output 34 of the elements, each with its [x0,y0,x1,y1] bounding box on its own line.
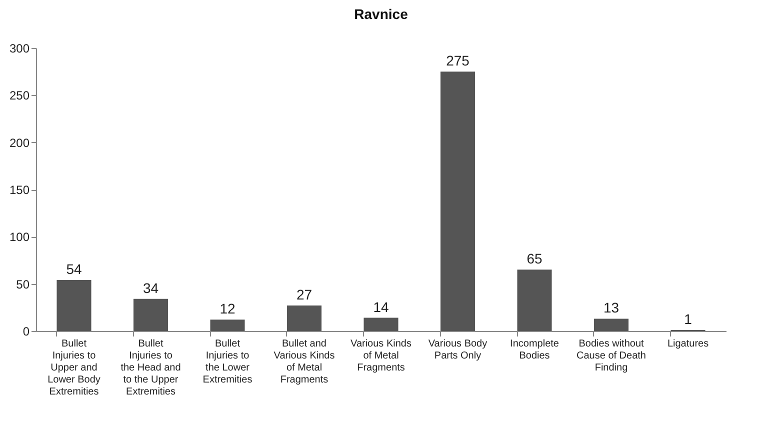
bar [210,320,245,331]
y-tick-label: 0 [22,324,30,338]
data-label: 34 [142,280,159,296]
x-tick-label: Various Body Parts Only [428,338,488,362]
data-label: 1 [684,311,692,328]
bar [56,280,92,331]
x-tick-label: Incomplete Bodies [510,338,560,362]
data-label: 65 [526,250,542,267]
x-tick-label: Bodies without Cause of Death Finding [576,338,646,374]
y-tick-label: 250 [9,88,30,103]
x-tick-label: Ligatures [667,338,709,350]
x-tick-label: Bullet and Various Kinds of Metal Fragments [274,338,335,386]
x-tick-label: Various Kinds of Metal Fragments [350,338,412,374]
bar [364,318,398,331]
x-tick-label: Bullet Injuries to the Head and to the Upper Extremities [120,338,181,398]
data-label: 275 [446,52,470,69]
bar [133,298,168,331]
y-tick-label: 150 [9,183,30,197]
y-tick-label: 200 [9,136,30,150]
y-tick-label: 50 [16,277,30,292]
data-label: 54 [66,261,82,278]
data-label: 27 [296,286,312,303]
x-tick-label: Bullet Injuries to the Lower Extremities [202,338,252,386]
data-label: 13 [603,300,620,316]
data-label: 12 [220,300,236,317]
bar [440,72,476,331]
data-label: 14 [373,298,389,315]
y-tick-label: 100 [9,230,30,244]
y-tick-label: 300 [9,42,30,56]
chart-title: Ravnice [354,6,408,22]
x-tick-label: Bullet Injuries to Upper and Lower Body Extremities [48,338,100,398]
bar [594,318,629,331]
bar [286,306,322,331]
bar [517,270,552,331]
